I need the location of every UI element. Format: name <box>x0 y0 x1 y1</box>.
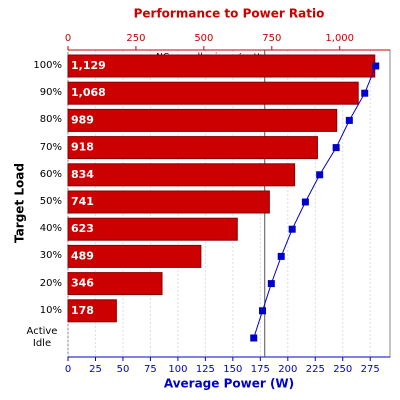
bar <box>67 299 117 323</box>
power-marker <box>301 198 309 206</box>
value-label: 989 <box>71 113 94 126</box>
power-marker <box>361 89 369 97</box>
bar <box>67 108 338 132</box>
power-marker <box>277 252 285 260</box>
y-tick-label: 20% <box>39 277 62 289</box>
x2-tick-label: 1,000 <box>325 33 354 44</box>
value-label: 178 <box>71 304 94 317</box>
y-tick-label: 50% <box>39 196 62 207</box>
y-tick-label: 80% <box>39 114 62 126</box>
value-label: 623 <box>71 222 94 235</box>
y-tick-label: 10% <box>39 304 62 316</box>
bar <box>67 217 238 241</box>
x-tick-label: 125 <box>196 364 215 375</box>
value-label: 346 <box>71 277 94 290</box>
x2-tick-label: 750 <box>262 33 281 44</box>
y-tick-label: 70% <box>39 141 62 153</box>
x-tick-label: 175 <box>251 364 270 375</box>
x-tick-label: 250 <box>333 364 352 375</box>
x-tick-label: 50 <box>117 364 130 375</box>
y-tick-label: 30% <box>39 250 62 262</box>
power-marker <box>316 171 324 179</box>
x2-tick-label: 500 <box>194 33 213 44</box>
y-tick-label: 60% <box>39 168 62 180</box>
bar <box>67 272 163 296</box>
y-tick-label: 100% <box>33 60 62 71</box>
value-label: 489 <box>71 249 94 262</box>
power-marker <box>332 144 340 152</box>
y-tick-label: Active Idle <box>26 326 58 349</box>
power-marker <box>250 334 258 342</box>
x-tick-label: 200 <box>278 364 297 375</box>
x-tick-label: 275 <box>361 364 380 375</box>
value-label: 834 <box>71 168 94 181</box>
bar <box>67 81 359 105</box>
bar <box>67 163 296 187</box>
power-marker <box>259 307 267 315</box>
chart-title: Performance to Power Ratio <box>134 7 325 21</box>
value-label: 1,068 <box>71 86 106 99</box>
bar <box>67 136 318 160</box>
x-axis-label: Average Power (W) <box>164 377 294 391</box>
x-tick-label: 150 <box>223 364 242 375</box>
x-tick-label: 0 <box>65 364 71 375</box>
x2-tick-label: 250 <box>126 33 145 44</box>
x2-tick-label: 0 <box>65 33 71 44</box>
x-tick-label: 100 <box>168 364 187 375</box>
x-tick-label: 225 <box>306 364 325 375</box>
value-label: 1,129 <box>71 59 106 72</box>
x-tick-label: 75 <box>144 364 157 375</box>
bar <box>67 190 270 214</box>
y-axis-label: Target Load <box>13 163 27 243</box>
power-marker <box>288 225 296 233</box>
power-marker <box>267 280 275 288</box>
y-tick-label: 90% <box>39 87 62 99</box>
bar <box>67 54 376 78</box>
power-marker <box>345 116 353 124</box>
y-tick-label: 40% <box>39 223 62 235</box>
value-label: 918 <box>71 141 94 154</box>
value-label: 741 <box>71 195 94 208</box>
power-marker <box>372 62 380 70</box>
x-tick-label: 25 <box>89 364 102 375</box>
bar <box>67 244 202 268</box>
